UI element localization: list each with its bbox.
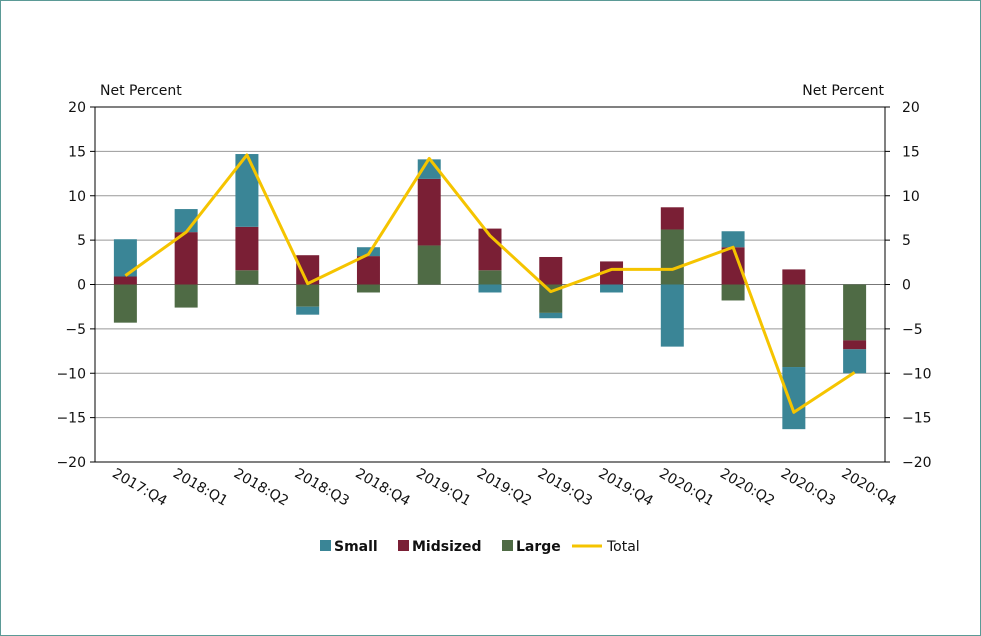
bar-large-2017:Q4 bbox=[113, 284, 137, 323]
right-axis-title: Net Percent bbox=[802, 83, 884, 99]
bar-large-2018:Q4 bbox=[356, 284, 380, 293]
x-tick-label: 2019:Q1 bbox=[413, 466, 473, 510]
legend-label-small: Small bbox=[334, 539, 378, 555]
legend-swatch-midsized bbox=[398, 540, 409, 551]
bar-large-2020:Q3 bbox=[782, 284, 806, 368]
x-tick-label: 2018:Q2 bbox=[231, 466, 291, 510]
x-tick-labels: 2017:Q4 2018:Q1 2018:Q2 2018:Q3 2018:Q4 2019:… bbox=[109, 466, 899, 510]
bar-small-2018:Q2 bbox=[235, 154, 259, 227]
x-tick-label: 2020:Q3 bbox=[778, 466, 838, 510]
right-y-tick-label: −15 bbox=[902, 411, 932, 427]
right-y-tick-label: −10 bbox=[902, 366, 932, 382]
left-y-tick-label: 10 bbox=[68, 189, 86, 205]
left-y-tick-label: −20 bbox=[56, 455, 86, 471]
series-total-line bbox=[124, 153, 856, 414]
bar-large-2020:Q4 bbox=[843, 284, 867, 341]
x-tick-label: 2018:Q4 bbox=[352, 466, 412, 510]
legend: Small Midsized Large Total bbox=[320, 539, 640, 555]
right-y-tick-label: −20 bbox=[902, 455, 932, 471]
left-y-tick-label: 20 bbox=[68, 100, 86, 116]
right-y-tick-label: −5 bbox=[902, 322, 923, 338]
bar-midsized-2018:Q4 bbox=[356, 256, 380, 285]
legend-swatch-small bbox=[320, 540, 331, 551]
bar-midsized-2020:Q1 bbox=[660, 207, 684, 230]
x-tick-label: 2018:Q3 bbox=[292, 466, 352, 510]
bars bbox=[113, 154, 867, 430]
bar-small-2020:Q4 bbox=[843, 349, 867, 374]
bar-large-2020:Q1 bbox=[660, 229, 684, 285]
bar-small-2019:Q3 bbox=[539, 312, 563, 319]
legend-label-total: Total bbox=[606, 539, 640, 555]
bar-large-2020:Q2 bbox=[721, 284, 745, 301]
bar-midsized-2019:Q4 bbox=[600, 261, 624, 285]
bar-small-2020:Q2 bbox=[721, 231, 745, 248]
bar-large-2018:Q3 bbox=[296, 284, 320, 307]
left-axis-title: Net Percent bbox=[100, 83, 182, 99]
bar-small-2017:Q4 bbox=[113, 239, 137, 277]
bar-small-2019:Q2 bbox=[478, 284, 502, 293]
right-y-tick-label: 15 bbox=[902, 144, 920, 160]
right-y-tick-label: 10 bbox=[902, 189, 920, 205]
bar-midsized-2020:Q2 bbox=[721, 247, 745, 285]
legend-label-large: Large bbox=[516, 539, 561, 555]
legend-label-midsized: Midsized bbox=[412, 539, 482, 555]
bar-midsized-2019:Q1 bbox=[417, 178, 441, 246]
left-y-tick-label: −5 bbox=[65, 322, 86, 338]
right-y-tick-labels: 20 15 10 5 0 −5 −10 −15 −20 bbox=[902, 100, 932, 471]
bar-midsized-2017:Q4 bbox=[113, 276, 137, 285]
left-y-tick-label: 0 bbox=[77, 278, 86, 294]
x-tick-label: 2019:Q3 bbox=[535, 466, 595, 510]
bar-midsized-2018:Q2 bbox=[235, 226, 259, 271]
total-line bbox=[124, 153, 856, 414]
bar-midsized-2018:Q3 bbox=[296, 255, 320, 285]
right-y-tick-label: 5 bbox=[902, 233, 911, 249]
bar-small-2020:Q1 bbox=[660, 284, 684, 347]
bar-midsized-2019:Q3 bbox=[539, 256, 563, 285]
right-y-tick-label: 0 bbox=[902, 278, 911, 294]
gridlines bbox=[95, 150, 885, 419]
x-tick-label: 2020:Q4 bbox=[839, 466, 899, 510]
bar-small-2019:Q4 bbox=[600, 284, 624, 293]
left-y-tick-label: 15 bbox=[68, 144, 86, 160]
bar-large-2018:Q1 bbox=[174, 284, 198, 308]
left-y-tick-label: 5 bbox=[77, 233, 86, 249]
x-tick-label: 2020:Q1 bbox=[656, 466, 716, 510]
x-tick-label: 2019:Q2 bbox=[474, 466, 534, 510]
right-y-tick-label: 20 bbox=[902, 100, 920, 116]
bar-midsized-2020:Q3 bbox=[782, 269, 806, 285]
left-y-tick-label: −10 bbox=[56, 366, 86, 382]
left-y-tick-labels: 20 15 10 5 0 −5 −10 −15 −20 bbox=[56, 100, 86, 471]
x-tick-label: 2018:Q1 bbox=[170, 466, 230, 510]
bar-midsized-2020:Q4 bbox=[843, 340, 867, 350]
plot-border bbox=[94, 106, 886, 463]
bar-large-2019:Q1 bbox=[417, 245, 441, 285]
bar-midsized-2018:Q1 bbox=[174, 232, 198, 285]
x-tick-label: 2020:Q2 bbox=[717, 466, 777, 510]
bar-large-2018:Q2 bbox=[235, 270, 259, 285]
bar-small-2020:Q3 bbox=[782, 367, 806, 430]
x-tick-label: 2019:Q4 bbox=[596, 466, 656, 510]
bar-large-2019:Q2 bbox=[478, 270, 502, 285]
x-tick-label: 2017:Q4 bbox=[109, 466, 169, 510]
bar-small-2018:Q3 bbox=[296, 306, 320, 315]
legend-swatch-large bbox=[502, 540, 513, 551]
left-y-tick-label: −15 bbox=[56, 411, 86, 427]
bar-large-2019:Q3 bbox=[539, 284, 563, 313]
axes bbox=[90, 106, 890, 463]
